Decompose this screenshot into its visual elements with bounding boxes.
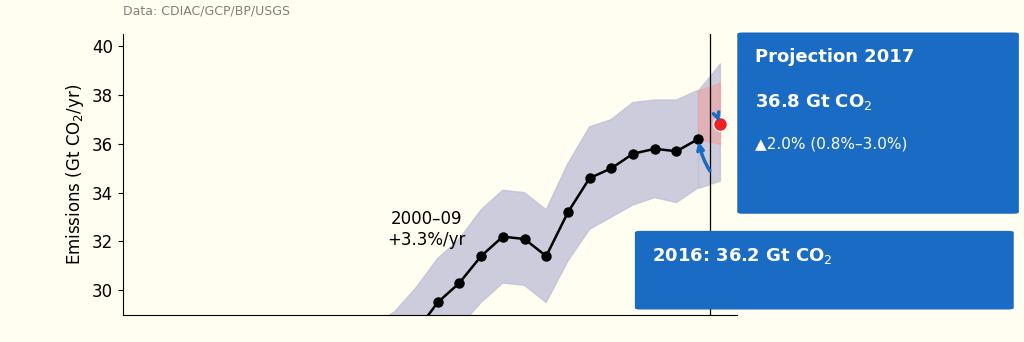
Text: 36.8 Gt CO$_2$: 36.8 Gt CO$_2$	[755, 92, 872, 112]
Text: Projection 2017: Projection 2017	[755, 48, 914, 66]
Text: 2016: 36.2 Gt CO$_2$: 2016: 36.2 Gt CO$_2$	[652, 246, 833, 266]
Text: 2000–09
+3.3%/yr: 2000–09 +3.3%/yr	[388, 210, 466, 249]
Text: ▲2.0% (0.8%–3.0%): ▲2.0% (0.8%–3.0%)	[755, 137, 907, 152]
Y-axis label: Emissions (Gt CO$_2$/yr): Emissions (Gt CO$_2$/yr)	[65, 84, 86, 265]
Text: Data: CDIAC/GCP/BP/USGS: Data: CDIAC/GCP/BP/USGS	[123, 4, 290, 17]
